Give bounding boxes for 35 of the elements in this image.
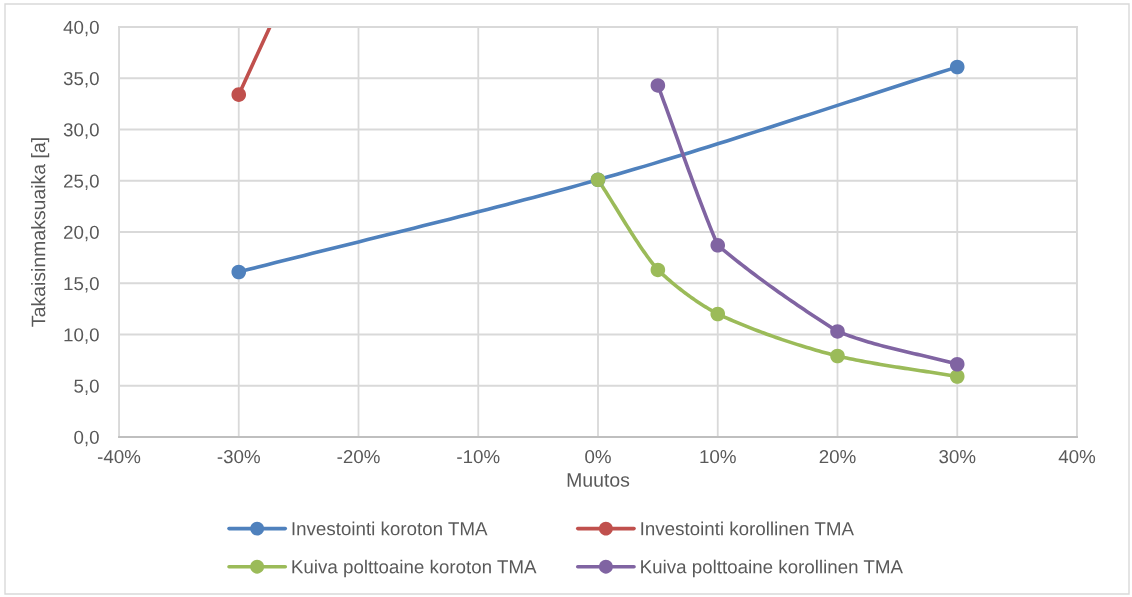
- point: [650, 262, 666, 278]
- y-axis-title: Takaisinmaksuaika [a]: [31, 138, 50, 327]
- y-tick-label: 15,0: [64, 276, 99, 293]
- x-tick-label: 40%: [1058, 450, 1096, 464]
- x-tick-label: 20%: [819, 450, 856, 464]
- y-tick-label: 10,0: [64, 328, 99, 344]
- point: [710, 306, 726, 322]
- point: [949, 59, 965, 75]
- legend-label: Investointi korollinen TMA: [641, 521, 854, 536]
- y-tick-label: 5,0: [74, 379, 99, 395]
- legend-label: Kuiva polttoaine korollinen TMA: [641, 559, 903, 578]
- y-tick-label: 40,0: [63, 20, 99, 37]
- y-tick-label: 35,0: [63, 71, 99, 88]
- x-tick-label: -30%: [217, 450, 260, 464]
- x-tick-label: 10%: [700, 450, 736, 464]
- x-tick-label: -10%: [457, 450, 500, 464]
- y-tick-label: 30,0: [63, 123, 99, 139]
- point: [949, 369, 965, 384]
- point: [231, 264, 247, 280]
- x-tick-label: -20%: [337, 450, 380, 464]
- point: [231, 87, 247, 102]
- point: [830, 348, 845, 364]
- x-tick-label: -40%: [97, 450, 141, 464]
- point: [650, 78, 666, 93]
- y-tick-label: 0,0: [74, 430, 99, 447]
- legend-label: Investointi koroton TMA: [292, 521, 488, 536]
- y-tick-label: 25,0: [64, 174, 99, 190]
- x-tick-label: 30%: [939, 450, 976, 464]
- point: [830, 324, 845, 339]
- point: [949, 356, 965, 372]
- x-axis-title: Muutos: [567, 473, 630, 487]
- x-tick-label: 0%: [585, 450, 611, 464]
- point: [710, 238, 726, 253]
- legend-label: Kuiva polttoaine koroton TMA: [292, 559, 537, 578]
- y-tick-label: 20,0: [64, 225, 99, 242]
